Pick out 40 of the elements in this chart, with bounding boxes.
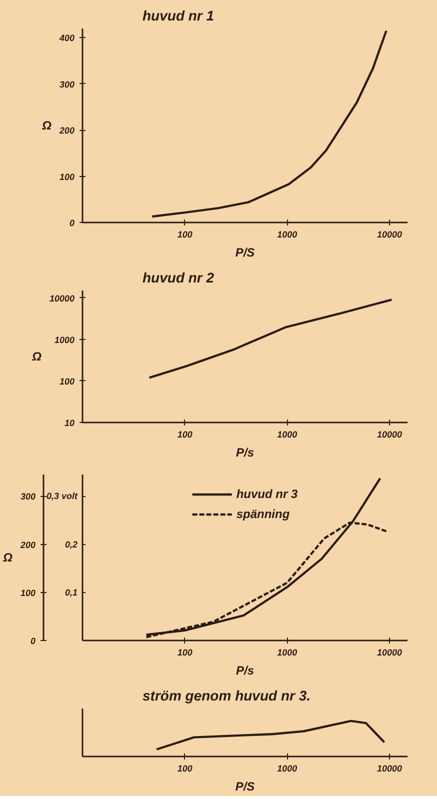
- chart-title: huvud nr 1: [142, 8, 214, 24]
- y-tick-label: 10: [64, 418, 75, 428]
- y-tick-label: 300: [20, 492, 36, 502]
- y-tick-label: 200: [19, 540, 36, 550]
- y-tick-label: 100: [59, 376, 75, 386]
- y-tick-label: 300: [59, 79, 75, 90]
- x-tick-label: 10000: [376, 764, 402, 774]
- x-tick-label: 1000: [277, 764, 298, 774]
- chart-title: ström genom huvud nr 3.: [142, 688, 311, 704]
- y-axis-title: Ω: [41, 118, 52, 132]
- x-axis-title: P/s: [236, 664, 254, 678]
- y-tick-label: 200: [58, 126, 75, 136]
- x-tick-label: 100: [177, 648, 192, 658]
- x-tick-label: 100: [177, 764, 192, 774]
- y-tick-label: 0: [30, 636, 36, 646]
- chart-title: huvud nr 2: [142, 270, 214, 286]
- y-tick-label: 100: [59, 172, 75, 182]
- y-tick-label: 100: [20, 588, 36, 598]
- x-axis-title: P/S: [235, 246, 255, 260]
- y2-tick-label: 0,3 volt: [46, 491, 79, 502]
- x-tick-label: 100: [177, 430, 192, 440]
- y-tick-label: 400: [58, 33, 75, 44]
- y-tick-label: 1000: [54, 334, 75, 345]
- y-axis-title: Ω: [31, 350, 42, 364]
- y2-tick-label: 0,2: [64, 539, 78, 550]
- x-tick-label: 1000: [277, 430, 298, 440]
- x-tick-label: 100: [177, 230, 192, 240]
- x-tick-label: 1000: [277, 648, 298, 658]
- legend-label: huvud nr 3: [236, 487, 298, 501]
- x-tick-label: 1000: [277, 230, 298, 240]
- y-axis-title: Ω: [2, 550, 14, 564]
- y-tick-label: 10000: [49, 293, 75, 304]
- legend-label: spänning: [236, 507, 290, 521]
- x-axis-title: P/S: [235, 780, 255, 794]
- x-axis-title: P/s: [236, 446, 254, 460]
- x-tick-label: 10000: [376, 648, 402, 658]
- x-tick-label: 10000: [376, 230, 402, 240]
- y-tick-label: 0: [69, 218, 75, 228]
- y2-tick-label: 0,1: [64, 587, 78, 598]
- x-tick-label: 10000: [376, 430, 402, 440]
